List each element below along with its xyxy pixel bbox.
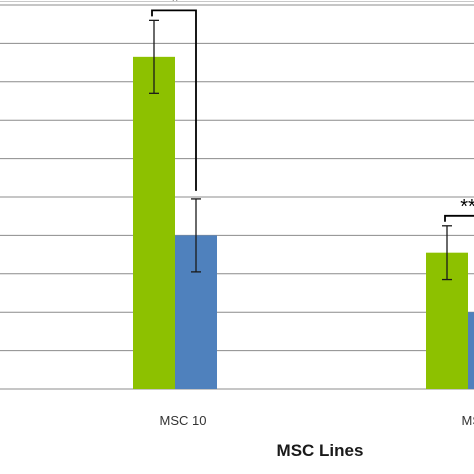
significance-marker: ** <box>460 196 474 218</box>
category-label: MSC 10 <box>160 413 207 428</box>
category-label: MSC <box>462 413 474 428</box>
significance-bracket <box>444 214 474 222</box>
significance-bracket <box>151 9 197 191</box>
bar <box>133 56 175 390</box>
bar <box>468 312 474 389</box>
x-axis-title: MSC Lines <box>277 441 364 460</box>
significance-marker: * <box>171 0 179 12</box>
